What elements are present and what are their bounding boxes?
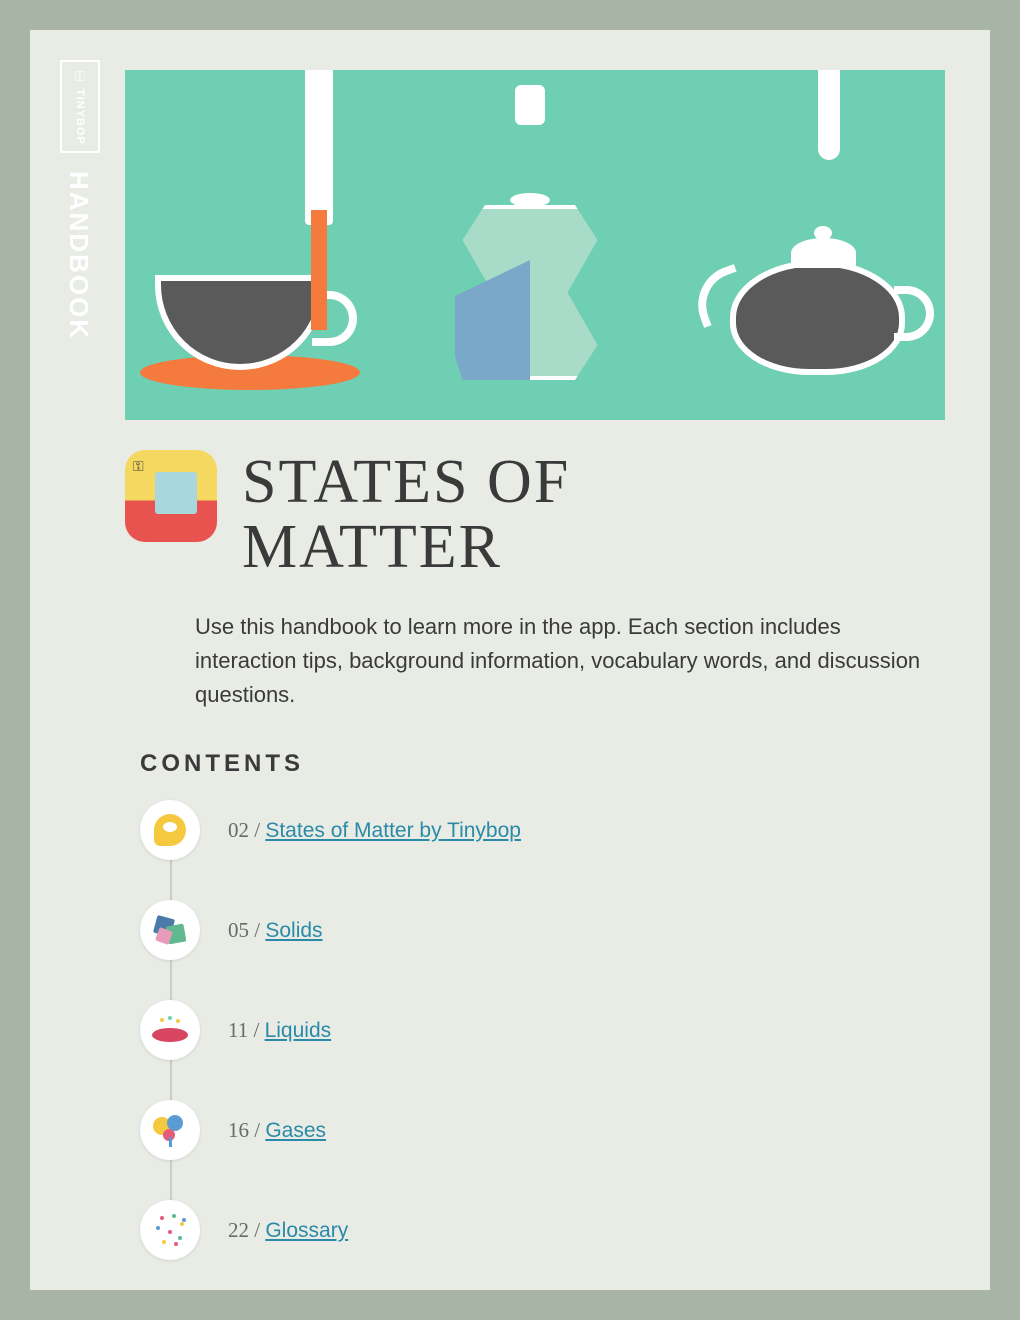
tube-shape (305, 70, 333, 225)
toc-page-number: 02 (228, 818, 249, 842)
toc-item: 22 / Glossary (140, 1200, 521, 1260)
toc-entry: 16 / Gases (228, 1118, 326, 1143)
toc-link-liquids[interactable]: Liquids (265, 1019, 332, 1042)
toc-entry: 11 / Liquids (228, 1018, 331, 1043)
faucet-shape (515, 85, 545, 125)
toc-item: 11 / Liquids (140, 1000, 521, 1060)
table-of-contents: 02 / States of Matter by Tinybop 05 / So… (140, 800, 521, 1300)
title-row: ⚿ STATES OF MATTER (125, 450, 945, 580)
toc-entry: 05 / Solids (228, 918, 323, 943)
glossary-icon (140, 1200, 200, 1260)
intro-text: Use this handbook to learn more in the a… (195, 610, 930, 712)
toc-link-solids[interactable]: Solids (265, 919, 322, 942)
app-icon: ⚿ (125, 450, 217, 542)
toc-link-gases[interactable]: Gases (265, 1119, 326, 1142)
toc-entry: 22 / Glossary (228, 1218, 348, 1243)
toc-link-glossary[interactable]: Glossary (265, 1219, 348, 1242)
pour-stream (311, 210, 327, 330)
cup-illustration (155, 275, 325, 370)
brand-name: TINYBOP (74, 89, 86, 145)
sidebar: ⚿ TINYBOP HANDBOOK (60, 60, 100, 420)
liquids-icon (140, 1000, 200, 1060)
key-icon: ⚿ (75, 68, 86, 85)
teapot-illustration (730, 260, 905, 375)
brand-logo: ⚿ TINYBOP (60, 60, 100, 153)
intro-icon (140, 800, 200, 860)
ice-cube-icon (155, 472, 197, 514)
toc-item: 02 / States of Matter by Tinybop (140, 800, 521, 860)
steam-tube (818, 70, 840, 160)
hero-illustration (125, 70, 945, 420)
toc-item: 16 / Gases (140, 1100, 521, 1160)
solids-icon (140, 900, 200, 960)
toc-page-number: 16 (228, 1118, 249, 1142)
key-icon: ⚿ (133, 458, 144, 475)
toc-page-number: 11 (228, 1018, 248, 1042)
vase-illustration (455, 205, 605, 380)
page-title: STATES OF MATTER (242, 450, 570, 580)
toc-entry: 02 / States of Matter by Tinybop (228, 818, 521, 843)
toc-link-intro[interactable]: States of Matter by Tinybop (265, 819, 521, 842)
gases-icon (140, 1100, 200, 1160)
toc-page-number: 05 (228, 918, 249, 942)
contents-heading: CONTENTS (140, 750, 304, 778)
handbook-label: HANDBOOK (63, 171, 94, 340)
toc-page-number: 22 (228, 1218, 249, 1242)
toc-item: 05 / Solids (140, 900, 521, 960)
page: ⚿ TINYBOP HANDBOOK (30, 30, 990, 1290)
